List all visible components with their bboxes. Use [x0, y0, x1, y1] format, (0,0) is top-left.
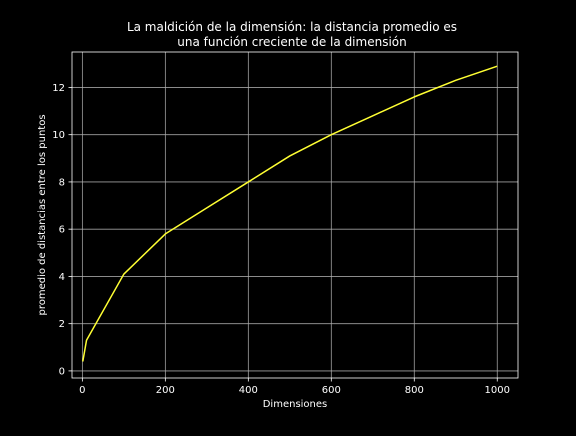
x-tick-label: 600: [322, 385, 341, 396]
y-tick-label: 6: [59, 225, 65, 236]
y-tick-label: 8: [59, 177, 65, 188]
grid-layer: [72, 52, 518, 378]
x-tick-label: 0: [79, 385, 85, 396]
x-tick-label: 200: [156, 385, 175, 396]
series-line: [82, 65, 498, 362]
x-tick-label: 800: [405, 385, 424, 396]
chart-title-line-2: una función creciente de la dimensión: [177, 35, 406, 49]
x-tick-label: 400: [239, 385, 258, 396]
y-tick-label: 12: [52, 83, 65, 94]
y-tick-label: 4: [59, 272, 65, 283]
y-tick-label: 2: [59, 319, 65, 330]
x-axis-label: Dimensiones: [263, 399, 328, 410]
x-tick-label: 1000: [485, 385, 510, 396]
plot-frame: [71, 51, 519, 379]
chart-title-line-1: La maldición de la dimensión: la distanc…: [127, 20, 457, 34]
series-layer: [82, 65, 498, 362]
tick-layer: 0 200 400 600 800 1000 0 2 4 6 8 10 12: [52, 83, 510, 396]
y-tick-label: 0: [59, 366, 65, 377]
y-axis-label: promedio de distancias entre los puntos: [37, 114, 48, 315]
y-tick-label: 10: [52, 130, 65, 141]
